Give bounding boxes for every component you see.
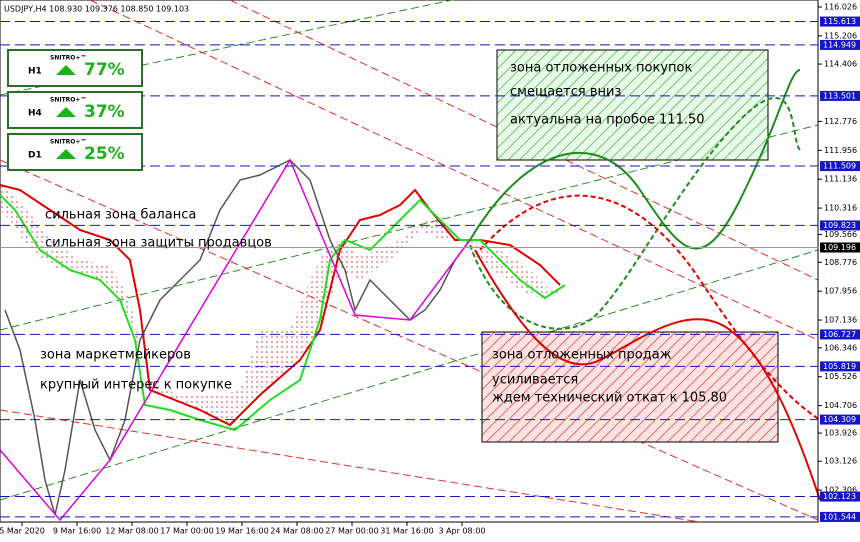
level-tag xyxy=(820,414,860,425)
price-label: 103.926 xyxy=(824,429,857,438)
price-label: 109.566 xyxy=(824,230,857,239)
signal-arrow xyxy=(56,65,76,75)
signal-label: SNITRO+™ xyxy=(50,139,86,146)
time-label: 3 Apr 08:00 xyxy=(438,527,485,536)
time-label: 24 Mar 08:00 xyxy=(270,527,323,536)
level-label: 105.819 xyxy=(823,362,856,371)
time-label: 9 Mar 16:00 xyxy=(53,527,101,536)
price-label: 110.316 xyxy=(824,204,857,213)
annotation: зона отложенных покупок xyxy=(510,61,693,76)
span-b xyxy=(0,194,566,432)
price-label: 107.136 xyxy=(824,316,857,325)
level-tag xyxy=(820,511,860,522)
annotation: зона отложенных продаж xyxy=(492,348,672,363)
price-label: 106.346 xyxy=(824,343,857,352)
price-label: 103.126 xyxy=(824,457,857,466)
level-label: 111.509 xyxy=(823,162,856,171)
signal-frame xyxy=(7,133,143,171)
level-label: 113.501 xyxy=(823,91,856,100)
zigzag xyxy=(0,158,471,522)
price-label: 111.136 xyxy=(824,175,857,184)
time-label: 17 Mar 00:00 xyxy=(160,527,213,536)
price-label: 108.776 xyxy=(824,258,857,267)
signal-value: 77% xyxy=(84,60,125,80)
price-label: 112.776 xyxy=(824,117,857,126)
time-label: 5 Mar 2020 xyxy=(0,527,45,536)
annotation: смещается вниз xyxy=(510,85,621,100)
signal-value: 37% xyxy=(84,102,125,122)
price-label: 116.026 xyxy=(824,3,857,12)
level-tag xyxy=(820,16,860,27)
level-label: 114.949 xyxy=(823,40,856,49)
annotation: сильная зона защиты продавцов xyxy=(45,236,272,251)
signal-label: SNITRO+™ xyxy=(50,55,86,62)
header: USDJPY,H4 108.930 109.376 108.850 109.10… xyxy=(4,5,189,14)
level-label: 106.727 xyxy=(823,330,856,339)
signal-label: SNITRO+™ xyxy=(50,97,86,104)
signal-arrow xyxy=(56,107,76,117)
signal-arrow xyxy=(56,149,76,159)
signal-timeframe: H4 xyxy=(28,109,42,119)
price-label: 115.206 xyxy=(824,31,857,40)
price-label: 105.526 xyxy=(824,372,857,381)
level-tag xyxy=(820,39,860,50)
price-label: 102.306 xyxy=(824,486,857,495)
current-tag xyxy=(820,242,860,253)
current-label: 109.196 xyxy=(823,243,856,252)
level-tag xyxy=(820,161,860,172)
price-label: 111.956 xyxy=(824,146,857,155)
annotation: ждем технический откат к 105.80 xyxy=(492,391,727,406)
time-label: 27 Mar 00:00 xyxy=(325,527,378,536)
annotation: крупный интерес к покупке xyxy=(40,378,232,393)
level-label: 101.544 xyxy=(823,512,856,521)
price-label: 114.406 xyxy=(824,60,857,69)
level-tag xyxy=(820,329,860,340)
signal-value: 25% xyxy=(84,144,125,164)
annotation: актуальна на пробое 111.50 xyxy=(510,113,705,128)
level-label: 102.123 xyxy=(823,492,856,501)
level-label: 115.613 xyxy=(823,17,856,26)
level-label: 109.823 xyxy=(823,221,856,230)
level-tag xyxy=(820,361,860,372)
level-tag xyxy=(820,491,860,502)
signal-timeframe: H1 xyxy=(28,67,42,77)
level-label: 104.309 xyxy=(823,415,856,424)
price-label: 104.706 xyxy=(824,401,857,410)
time-label: 12 Mar 08:00 xyxy=(105,527,158,536)
annotation: сильная зона баланса xyxy=(45,208,196,223)
signal-frame xyxy=(7,49,143,87)
price xyxy=(4,159,471,516)
sell-zone xyxy=(481,331,779,443)
annotation: зона маркетмейкеров xyxy=(40,348,191,363)
forecast xyxy=(469,69,821,501)
level-tag xyxy=(820,220,860,231)
level-tag xyxy=(820,90,860,101)
signal-frame xyxy=(7,91,143,129)
price-label: 107.956 xyxy=(824,287,857,296)
time-label: 31 Mar 16:00 xyxy=(380,527,433,536)
annotation: усиливается xyxy=(492,373,578,388)
time-label: 19 Mar 16:00 xyxy=(215,527,268,536)
signal-timeframe: D1 xyxy=(28,151,42,161)
buy-zone xyxy=(496,49,769,161)
